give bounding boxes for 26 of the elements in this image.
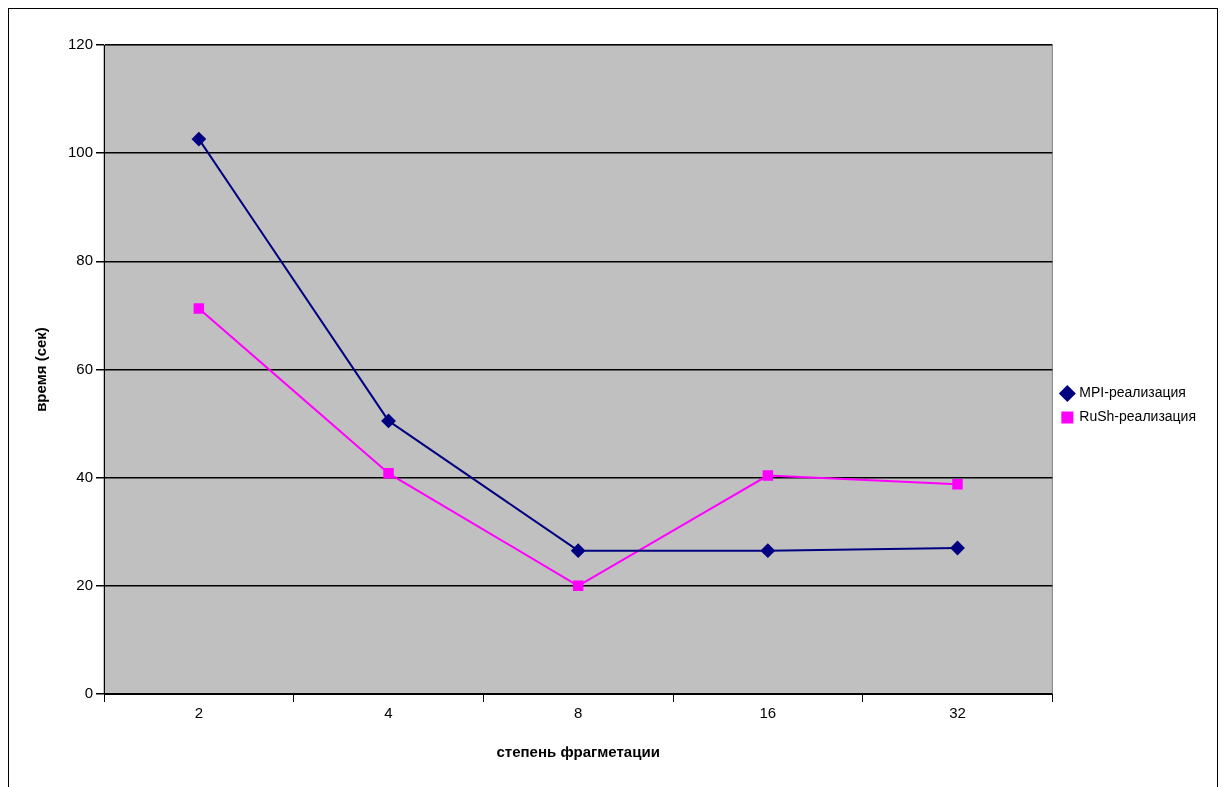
- point: [572, 580, 584, 592]
- point: [571, 543, 586, 558]
- y-tick-label: 100: [68, 143, 94, 161]
- y-tick-label: 80: [76, 251, 94, 269]
- point: [952, 478, 963, 490]
- x-tick-label: 4: [384, 704, 393, 722]
- y-tick-label: 60: [76, 359, 94, 377]
- point: [193, 303, 205, 314]
- x-tick-label: 16: [759, 704, 777, 722]
- legend-label: RuSh-реализация: [1079, 408, 1196, 425]
- point: [191, 132, 206, 147]
- x-tick-label: 32: [949, 704, 966, 722]
- x-tick-label: 8: [574, 704, 583, 722]
- y-tick-label: 20: [76, 575, 94, 593]
- point: [950, 540, 965, 555]
- y-tick-label: 120: [68, 35, 94, 53]
- point: [383, 468, 394, 479]
- point: [760, 543, 775, 558]
- point: [381, 413, 396, 428]
- y-axis-title: время (сек): [32, 327, 50, 412]
- x-tick-label: 2: [194, 704, 204, 722]
- point: [762, 470, 774, 481]
- legend-label: MPI-реализация: [1079, 384, 1186, 401]
- y-tick-label: 0: [84, 684, 94, 702]
- y-tick-label: 40: [76, 467, 94, 485]
- x-axis-title: степень фрагметации: [496, 743, 660, 761]
